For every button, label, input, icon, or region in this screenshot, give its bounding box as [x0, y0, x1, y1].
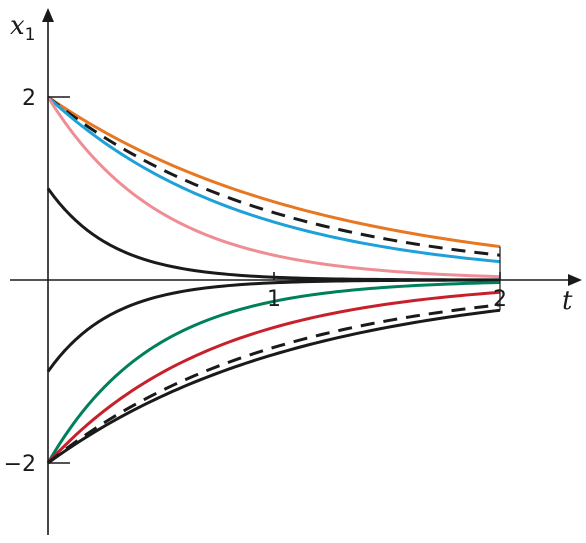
- ticks-group: 1 2 2 −2: [4, 86, 507, 477]
- series-line-2-dashed: [47, 95, 501, 257]
- axes-group: [10, 8, 582, 535]
- x-tick-label-1: 1: [267, 287, 281, 312]
- series-line-4: [46, 96, 501, 279]
- series-line-1: [47, 95, 501, 249]
- series-line-10: [47, 308, 501, 465]
- series-line-8: [46, 290, 501, 465]
- x-tick-label-2: 2: [493, 287, 507, 312]
- y-axis-label-subscript: 1: [25, 25, 36, 45]
- y-axis-label: x1: [10, 11, 36, 45]
- x-axis-arrowhead: [568, 274, 582, 286]
- y-axis-label-main: x: [10, 11, 25, 41]
- series-line-7: [46, 280, 501, 464]
- y-tick-label-neg2: −2: [4, 452, 36, 477]
- x-axis-label: t: [562, 286, 573, 316]
- y-axis-arrowhead: [42, 8, 54, 22]
- series-line-3: [46, 95, 501, 264]
- y-tick-label-pos2: 2: [22, 86, 36, 111]
- series-line-9-dashed: [47, 303, 501, 465]
